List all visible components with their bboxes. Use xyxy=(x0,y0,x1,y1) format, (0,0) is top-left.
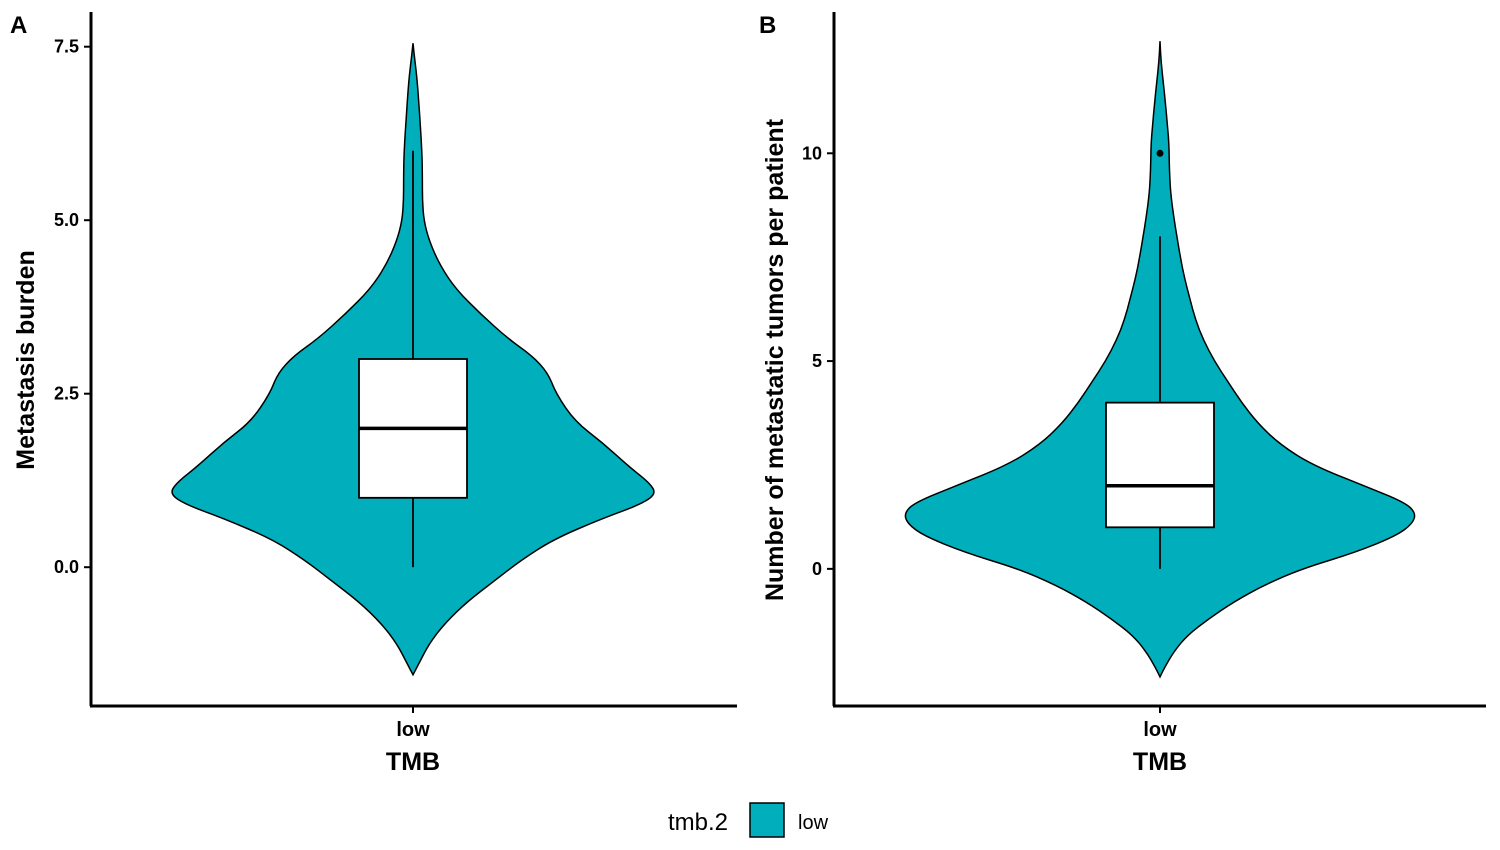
panel-a-boxplot xyxy=(358,150,468,568)
panel-a-y-ticks: 0.0 2.5 5.0 7.5 xyxy=(54,37,91,577)
panel-b-y-tick-label: 10 xyxy=(802,143,822,163)
panel-a-x-tick-low: low xyxy=(396,719,430,741)
legend-title: tmb.2 xyxy=(668,809,728,836)
panel-a-tag: A xyxy=(10,12,27,39)
panel-b-y-tick-label: 0 xyxy=(812,559,822,579)
panel-a-x-axis-title: TMB xyxy=(386,748,440,776)
panel-a-y-tick-label: 7.5 xyxy=(54,37,79,57)
panel-b-box xyxy=(1105,401,1215,529)
panel-b-y-axis-title: Number of metastatic tumors per patient xyxy=(761,118,789,601)
legend-label-low: low xyxy=(798,812,829,834)
legend: tmb.2 low xyxy=(668,802,829,838)
panel-b: B 0 5 10 low TMB Number of metastatic tumo… xyxy=(759,12,1486,776)
panel-b-y-ticks: 0 5 10 xyxy=(802,143,834,579)
panel-a-y-axis-title: Metastasis burden xyxy=(12,250,40,470)
panel-a-y-tick-label: 0.0 xyxy=(54,557,79,577)
panel-a-y-tick-label: 2.5 xyxy=(54,384,79,404)
panel-b-x-axis-title: TMB xyxy=(1133,748,1187,776)
panel-b-y-tick-label: 5 xyxy=(812,351,822,371)
panel-b-outlier-point xyxy=(1156,149,1164,157)
panel-a: A 0.0 2.5 5.0 7.5 low TMB Metastasis burden xyxy=(10,12,737,776)
panel-b-x-tick-low: low xyxy=(1143,719,1177,741)
panel-b-tag: B xyxy=(759,12,776,39)
legend-key-low xyxy=(749,802,785,838)
panel-a-y-tick-label: 5.0 xyxy=(54,210,79,230)
panel-b-boxplot xyxy=(1105,149,1215,569)
